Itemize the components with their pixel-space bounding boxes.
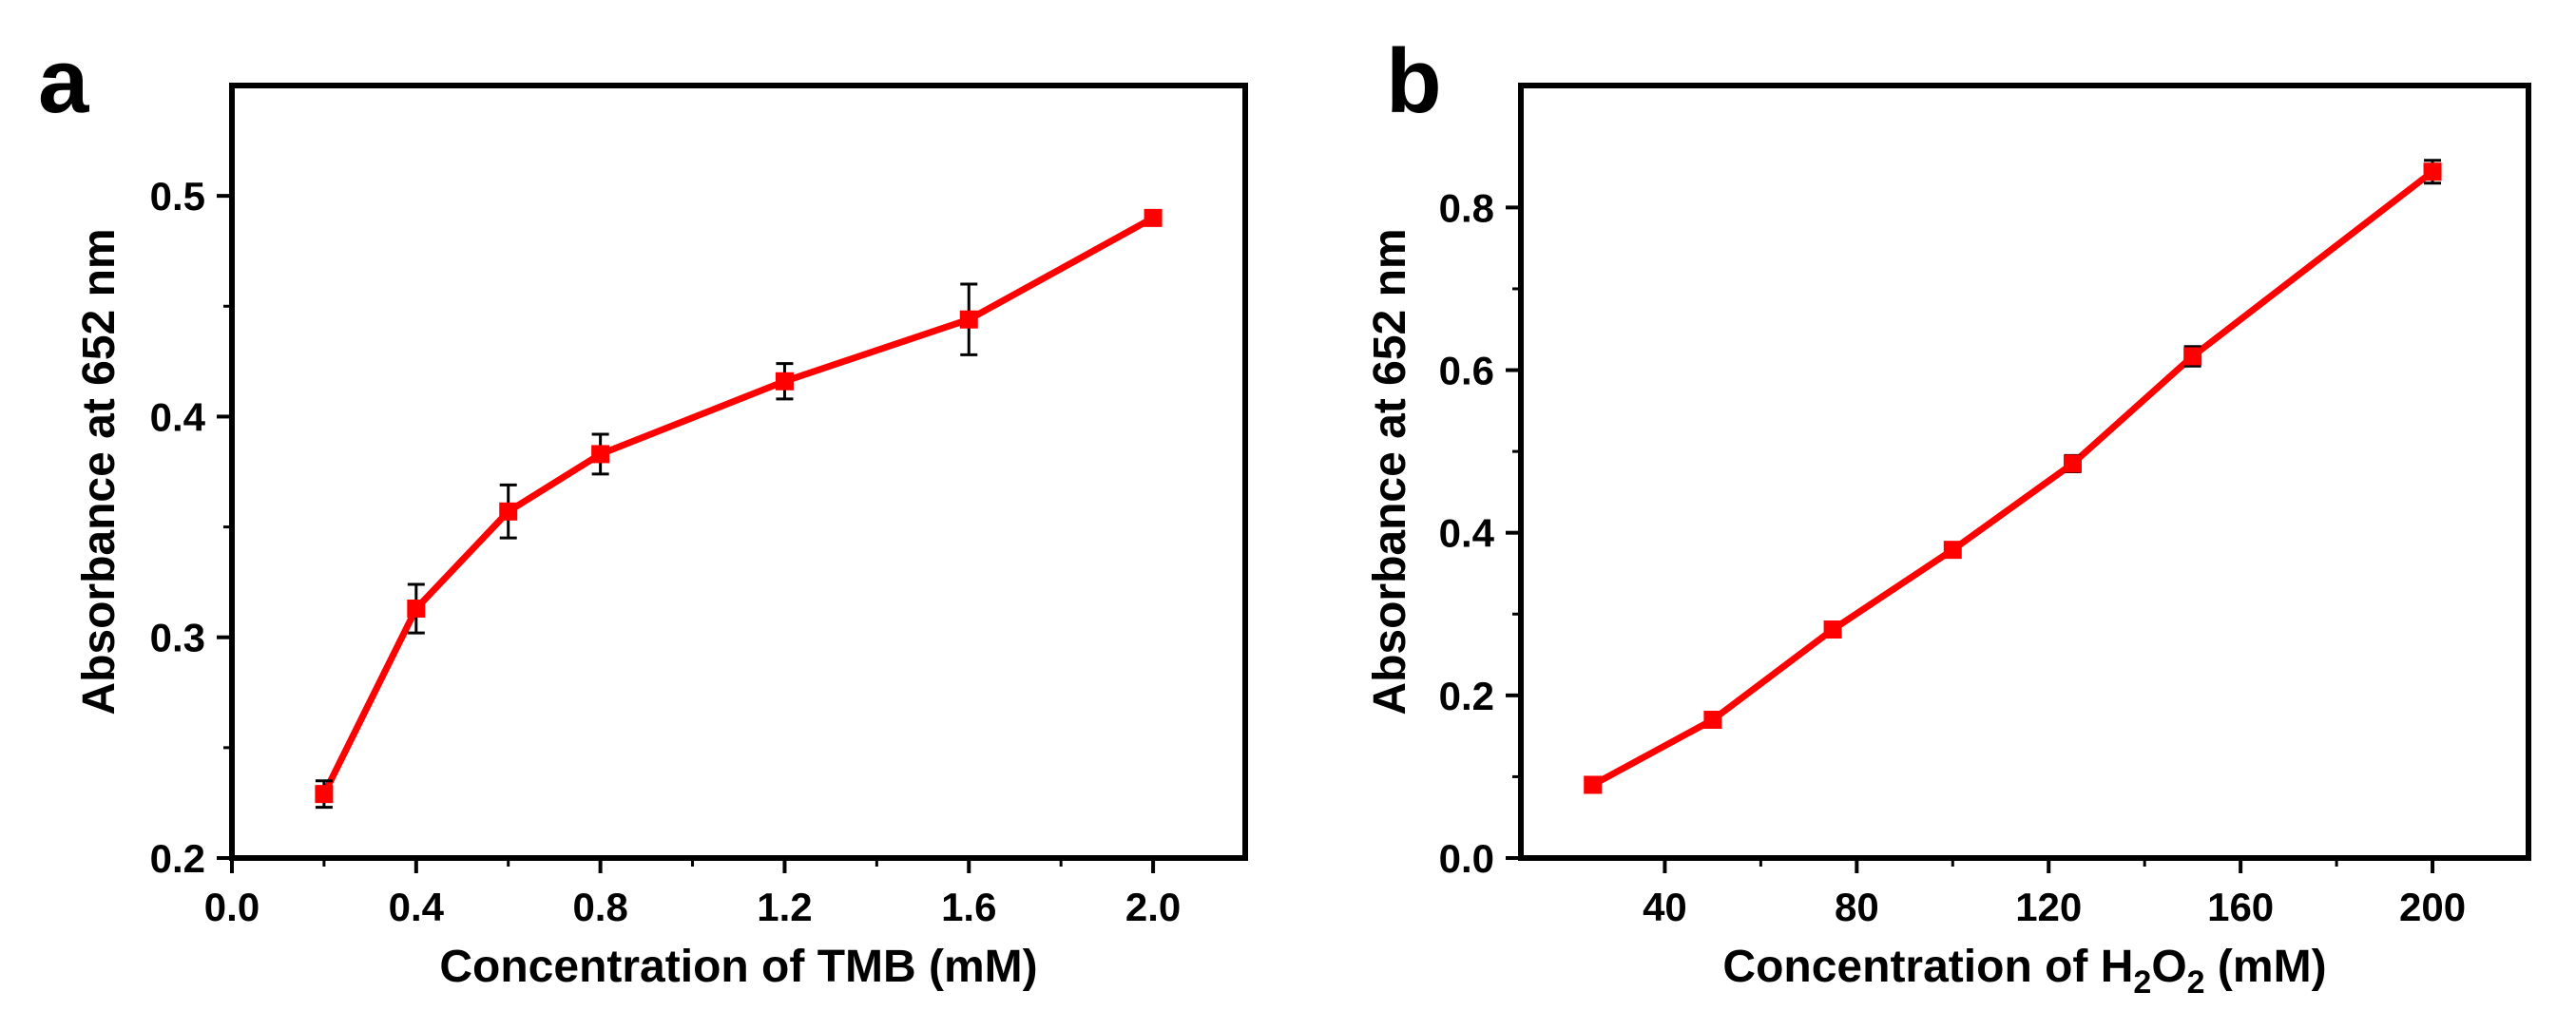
y-tick-label: 0.8 xyxy=(1439,185,1494,230)
y-tick-label: 0.2 xyxy=(150,836,205,881)
x-tick-label: 40 xyxy=(1643,885,1687,929)
chart-panel-a: a 0.0 0.4 0.8 1.2 1.6 2.0 0.2 0.3 0.4 0.5 Absorbanc… xyxy=(38,30,1248,992)
plot-frame xyxy=(1518,83,2531,861)
x-tick-label: 80 xyxy=(1835,885,1879,929)
data-point xyxy=(2063,454,2082,473)
data-point xyxy=(1144,208,1163,227)
x-tick-label: 0.4 xyxy=(389,885,445,929)
series-TMB xyxy=(315,208,1163,810)
plot-frame xyxy=(229,83,1248,861)
data-point xyxy=(591,445,610,464)
data-point xyxy=(959,310,978,329)
y-tick-label: 0.6 xyxy=(1439,349,1494,393)
y-axis-label: Absorbance at 652 nm xyxy=(74,228,125,715)
y-tick-label: 0.0 xyxy=(1439,836,1494,881)
y-tick-label: 0.2 xyxy=(1439,674,1494,718)
data-point xyxy=(1943,541,1962,560)
data-point xyxy=(2183,347,2202,366)
x-axis-label-part: (mM) xyxy=(2205,942,2327,992)
x-tick-label: 2.0 xyxy=(1125,885,1181,929)
x-tick-label: 0.0 xyxy=(204,885,260,929)
x-axis-label: Concentration of TMB (mM) xyxy=(439,942,1037,992)
x-axis-label-part: Concentration of H xyxy=(1722,942,2133,992)
y-axis-label: Absorbance at 652 nm xyxy=(1365,228,1415,715)
data-point xyxy=(1823,620,1842,639)
data-point xyxy=(499,502,518,521)
y-tick-label: 0.4 xyxy=(1439,511,1495,556)
data-point xyxy=(1584,775,1603,794)
data-point xyxy=(407,600,426,619)
x-axis-label: Concentration of H2O2 (mM) xyxy=(1722,942,2326,1001)
panel-label: b xyxy=(1386,30,1442,132)
data-point xyxy=(2423,162,2442,181)
chart-panel-b: b 40 80 120 160 200 0.0 0.2 0.4 0.6 0.8 Absorbance … xyxy=(1365,30,2531,1001)
x-tick-label: 120 xyxy=(2015,885,2082,929)
x-tick-label: 0.8 xyxy=(572,885,627,929)
x-axis-label-part: 2 xyxy=(2187,964,2205,1001)
data-point xyxy=(1703,711,1722,730)
data-point xyxy=(775,372,794,391)
series-H2O2 xyxy=(1584,159,2442,794)
x-axis-label-part: 2 xyxy=(2133,964,2151,1001)
series-line xyxy=(1589,168,2436,789)
x-tick-label: 1.6 xyxy=(941,885,996,929)
x-axis-label-part: O xyxy=(2151,942,2186,992)
panel-label: a xyxy=(38,30,89,132)
y-tick-label: 0.4 xyxy=(150,394,206,439)
x-tick-label: 160 xyxy=(2207,885,2274,929)
data-point xyxy=(315,785,334,804)
x-tick-label: 1.2 xyxy=(757,885,812,929)
y-tick-label: 0.3 xyxy=(150,616,205,660)
x-tick-label: 200 xyxy=(2399,885,2466,929)
series-line xyxy=(320,214,1157,798)
y-tick-label: 0.5 xyxy=(150,174,205,219)
